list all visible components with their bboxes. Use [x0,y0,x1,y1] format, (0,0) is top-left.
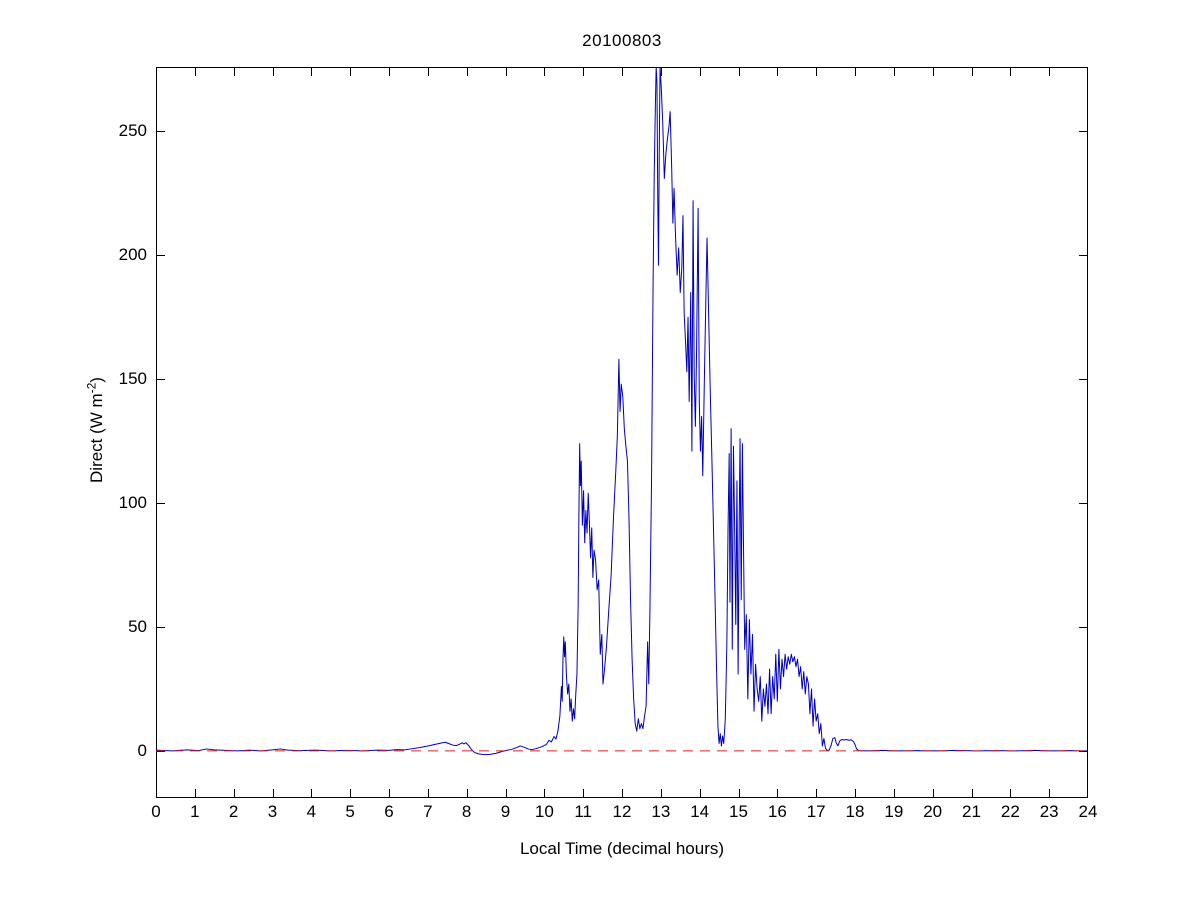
x-tick-label: 17 [806,802,826,821]
x-tick-label: 0 [151,802,161,821]
x-tick-label: 20 [923,802,943,821]
chart-title: 20100803 [582,31,662,50]
x-tick-label: 3 [267,802,278,821]
y-tick-label: 150 [118,369,147,389]
plot-area [156,67,1088,798]
x-tick-label: 9 [500,802,511,821]
x-tick-label: 2 [228,802,239,821]
axes-box [156,67,1088,798]
y-axis-label-superscript: -2 [84,382,99,394]
y-tick-label: 250 [118,121,147,141]
x-tick-label: 11 [574,802,592,821]
x-tick-label: 16 [767,802,787,821]
y-tick-label: 200 [118,245,147,265]
x-tick-label: 10 [534,802,554,821]
x-tick-label: 4 [306,802,317,821]
y-tick-label: 100 [118,493,147,513]
x-axis-label: Local Time (decimal hours) [519,839,725,858]
y-tick-label: 50 [128,617,147,637]
x-tick-label: 7 [423,802,433,821]
y-tick-label: 0 [137,740,147,760]
x-tick-label: 18 [845,802,865,821]
x-tick-label: 21 [962,802,981,821]
y-axis-label: Direct (W m-2) [84,330,110,530]
series-direct-irradiance [156,67,1088,756]
x-tick-label: 14 [690,802,710,821]
x-tick-label: 15 [729,802,748,821]
y-axis-label-close: ) [87,377,106,383]
x-tick-label: 13 [651,802,671,821]
y-axis-label-text: Direct (W m [87,393,106,483]
x-tick-label: 6 [384,802,394,821]
x-tick-label: 19 [884,802,904,821]
x-tick-label: 5 [345,802,355,821]
x-tick-label: 23 [1039,802,1059,821]
x-tick-label: 1 [190,802,200,821]
x-tick-label: 24 [1078,802,1098,821]
x-tick-label: 12 [612,802,632,821]
x-tick-label: 22 [1000,802,1020,821]
x-tick-label: 8 [461,802,472,821]
